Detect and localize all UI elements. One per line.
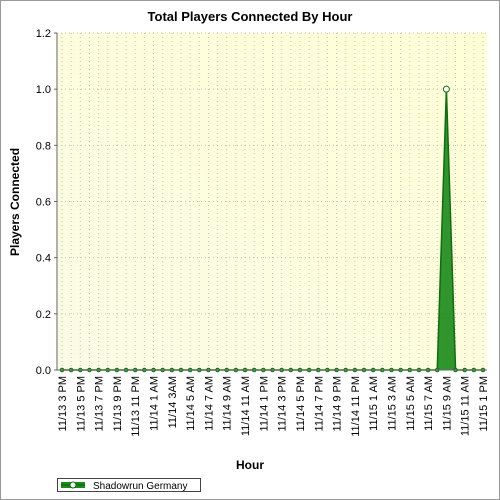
x-tick-label: 11/14 11 AM bbox=[240, 376, 252, 436]
y-tick-label: 0.8 bbox=[36, 140, 51, 152]
y-tick-label: 1.0 bbox=[36, 84, 51, 96]
x-tick-label: 11/15 1 AM bbox=[368, 376, 380, 431]
chart-title: Total Players Connected By Hour bbox=[148, 9, 353, 24]
y-axis-title: Players Connected bbox=[8, 148, 22, 256]
legend-marker bbox=[69, 481, 77, 489]
x-tick-label: 11/14 7 PM bbox=[313, 376, 325, 431]
x-tick-label: 11/13 11 PM bbox=[130, 376, 142, 437]
x-tick-label: 11/13 9 PM bbox=[112, 376, 124, 431]
area bbox=[62, 89, 483, 371]
y-tick-label: 0.4 bbox=[36, 253, 51, 265]
x-axis-title: Hour bbox=[236, 458, 264, 472]
x-tick-label: 11/15 11 AM bbox=[460, 376, 472, 436]
x-tick-label: 11/14 3AM bbox=[167, 376, 179, 428]
x-tick-label: 11/15 1 PM bbox=[478, 376, 490, 431]
x-tick-label: 11/14 3 PM bbox=[277, 376, 289, 431]
y-tick-label: 0.6 bbox=[36, 197, 51, 209]
x-tick-label: 11/13 7 PM bbox=[94, 376, 106, 431]
y-tick-label: 0.2 bbox=[36, 309, 51, 321]
x-tick-label: 11/15 7 AM bbox=[423, 376, 435, 431]
x-tick-label: 11/14 1 AM bbox=[149, 376, 161, 431]
x-tick-label: 11/15 9 AM bbox=[441, 376, 453, 431]
legend-label: Shadowrun Germany bbox=[93, 481, 188, 492]
x-tick-label: 11/14 5 AM bbox=[185, 376, 197, 431]
x-tick-label: 11/13 5 PM bbox=[75, 376, 87, 431]
x-tick-label: 11/14 5 PM bbox=[295, 376, 307, 431]
y-tick-label: 0.0 bbox=[36, 365, 51, 377]
marker bbox=[442, 85, 450, 93]
y-tick-label: 1.2 bbox=[36, 28, 51, 40]
x-tick-label: 11/14 9 PM bbox=[332, 376, 344, 431]
x-tick-label: 11/13 3 PM bbox=[57, 376, 69, 431]
x-tick-label: 11/14 9 AM bbox=[222, 376, 234, 431]
x-tick-label: 11/14 7 AM bbox=[203, 376, 215, 431]
x-tick-label: 11/14 1 PM bbox=[258, 376, 270, 431]
x-tick-label: 11/15 5 AM bbox=[405, 376, 417, 431]
legend bbox=[57, 478, 201, 492]
x-tick-label: 11/14 11 PM bbox=[350, 376, 362, 437]
x-tick-label: 11/15 3 AM bbox=[386, 376, 398, 431]
